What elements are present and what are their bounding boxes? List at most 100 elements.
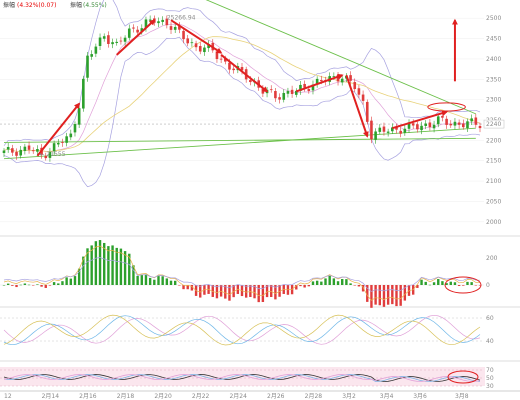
candle-body [182, 30, 185, 40]
macd-bar [73, 276, 77, 285]
macd-bar [211, 285, 214, 297]
candle-body [240, 67, 244, 71]
y-tick-label: 2400 [486, 56, 501, 63]
macd-bar [27, 284, 31, 286]
candle-body [65, 136, 68, 143]
candle-body [411, 123, 415, 126]
macd-bar [165, 278, 169, 285]
candle-body [424, 123, 428, 126]
candle-body [232, 68, 235, 71]
macd-bar [132, 265, 135, 285]
macd-bar [382, 285, 386, 307]
x-tick-label: 12 [4, 393, 12, 400]
macd-bar [345, 279, 348, 285]
candle-body [332, 76, 336, 77]
rsi-highlight-ellipse [447, 370, 479, 384]
macd-bar [353, 285, 356, 286]
macd-bar [123, 251, 127, 285]
macd-bar [441, 281, 444, 285]
candle-body [90, 54, 93, 57]
macd-bar [328, 275, 331, 285]
candle-body [11, 148, 14, 153]
y-tick-label: 2300 [486, 97, 501, 104]
candle-body [282, 92, 286, 100]
trend-arrow-5 [345, 74, 369, 138]
macd-bar [416, 285, 419, 288]
trend-arrow-2 [170, 19, 223, 54]
macd-bar [391, 285, 394, 305]
candle-body [98, 37, 102, 46]
macd-bar [98, 240, 102, 285]
macd-bar [115, 247, 118, 285]
macd-bar [253, 285, 256, 299]
y-tick-label: 2350 [486, 76, 501, 83]
macd-bar [257, 285, 260, 303]
macd-bar [228, 285, 231, 301]
macd-bar [90, 245, 93, 285]
x-axis: 12 2月14 2月16 2月18 2月20 2月22 2月24 2月26 2月28 3月2 3月4… [4, 393, 469, 400]
macd-highlight-ellipse [444, 276, 482, 294]
macd-bar [399, 285, 402, 306]
x-tick-label: 2月16 [79, 393, 97, 400]
candle-body [23, 146, 27, 151]
macd-bar [136, 275, 139, 285]
macd-bar [219, 285, 223, 297]
macd-bar [119, 248, 123, 285]
candle-body [148, 19, 152, 21]
macd-bar [478, 285, 482, 286]
candle-body [173, 26, 177, 30]
header-label-1: 振幅 [70, 1, 82, 9]
candle-body [73, 124, 77, 133]
macd-bar [453, 282, 457, 285]
macd-bar [52, 282, 56, 285]
candle-body [136, 29, 139, 33]
macd-dea-line [3, 257, 480, 292]
candle-body [378, 127, 382, 132]
candle-body [161, 19, 164, 22]
macd-bar [261, 285, 265, 303]
macd-bar [19, 284, 22, 286]
candle-body [82, 78, 85, 109]
candle-body [432, 124, 436, 129]
kdj-line-1 [3, 315, 481, 346]
trend-arrow-3 [220, 54, 269, 93]
header: 振幅 (4.32%(0.07) 振幅 (4.55%) [3, 1, 107, 9]
macd-bar [336, 281, 340, 285]
candle-body [420, 125, 423, 131]
candle-body [36, 149, 39, 152]
candle-body [15, 151, 18, 156]
price-annotation-1: ← 21555 [39, 151, 65, 158]
candle-body [349, 75, 352, 81]
macd-bar [315, 280, 319, 285]
candle-body [52, 143, 56, 152]
candle-body [165, 18, 169, 26]
macd-bar [307, 285, 311, 287]
candle-body [249, 80, 252, 83]
rsi-line-0 [3, 374, 481, 382]
macd-panel: 2000 [0, 240, 498, 308]
candle-body [382, 126, 386, 132]
price-grid [0, 17, 484, 223]
candle-body [340, 78, 344, 83]
candle-body [374, 131, 377, 140]
kdj-line-2 [3, 314, 481, 346]
kdj-y-tick: 60 [486, 315, 494, 322]
header-value-1: (4.55%) [83, 2, 107, 9]
macd-bar [169, 280, 173, 285]
candle-body [386, 131, 390, 133]
rsi-y-tick: 70 [486, 367, 494, 374]
x-tick-label: 2月24 [229, 393, 247, 400]
macd-bar [57, 283, 60, 285]
macd-bar [107, 246, 110, 285]
candle-body [56, 143, 60, 145]
candle-body [449, 123, 453, 126]
trend-arrows [36, 18, 458, 157]
candle-body [365, 101, 369, 122]
macd-bar [432, 282, 436, 285]
candle-body [399, 130, 402, 134]
macd-bar [437, 279, 440, 285]
macd-bar [82, 256, 85, 285]
candle-body [269, 89, 273, 91]
macd-bar [6, 283, 10, 285]
candle-body [48, 151, 52, 158]
